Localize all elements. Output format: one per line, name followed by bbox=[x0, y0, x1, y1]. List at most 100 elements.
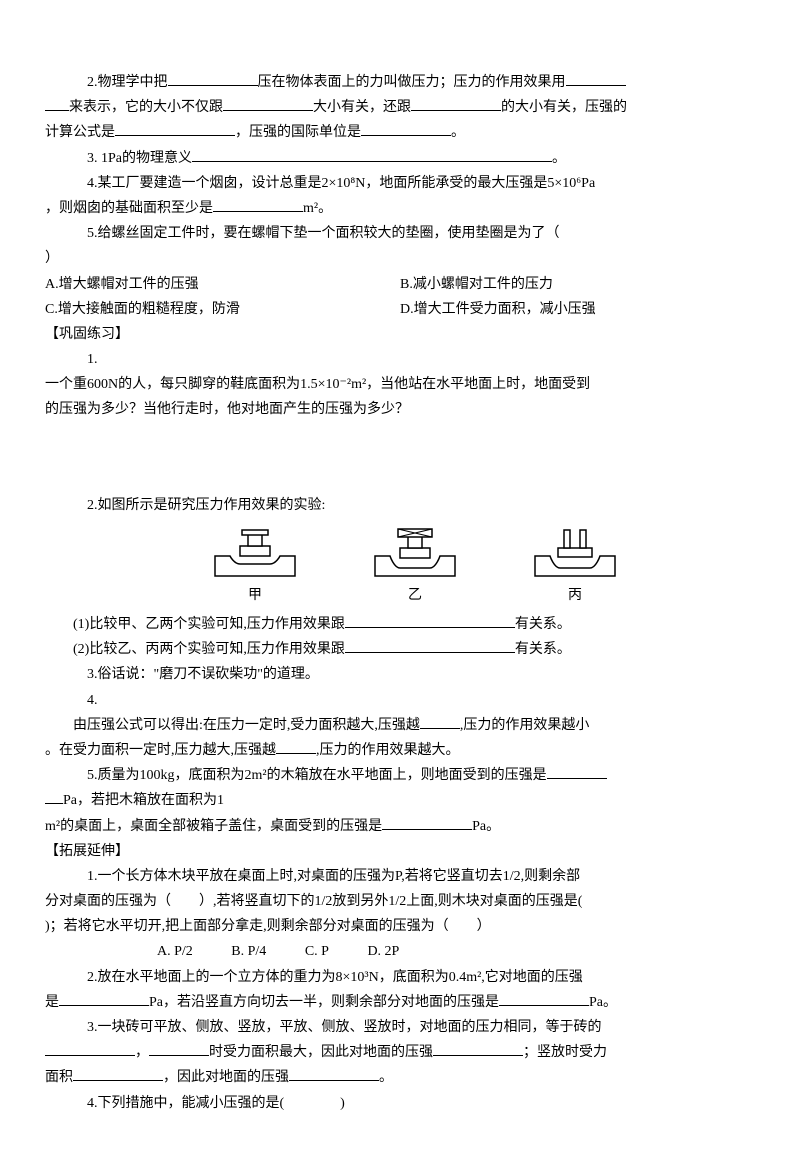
section-consolidate: 【巩固练习】 bbox=[45, 322, 755, 347]
e3-line1: 3.一块砖可平放、侧放、竖放，平放、侧放、竖放时，对地面的压力相同，等于砖的 bbox=[45, 1015, 755, 1040]
c3: 3.俗话说："磨刀不误砍柴功"的道理。 bbox=[45, 662, 755, 687]
blank bbox=[45, 790, 63, 804]
c2-s2-end: 有关系。 bbox=[515, 642, 571, 657]
c2-title: 2.如图所示是研究压力作用效果的实验: bbox=[45, 493, 755, 518]
q2-l1-m1: 压在物体表面上的力叫做压力；压力的作用效果用 bbox=[258, 75, 566, 90]
c4-line2: 。在受力面积一定时,压力越大,压强越 ,压力的作用效果越大。 bbox=[45, 738, 755, 763]
e1-line2: 分对桌面的压强为（ ）,若将竖直切下的1/2放到另外1/2上面,则木块对桌面的压… bbox=[45, 889, 755, 914]
e2-line1: 2.放在水平地面上的一个立方体的重力为8×10³N，底面积为0.4m²,它对地面… bbox=[45, 965, 755, 990]
q4-line1: 4.某工厂要建造一个烟囱，设计总重是2×10⁸N，地面所能承受的最大压强是5×1… bbox=[45, 171, 755, 196]
c1-line1: 一个重600N的人，每只脚穿的鞋底面积为1.5×10⁻²m²，当他站在水平地面上… bbox=[45, 372, 755, 397]
q5-optC: C.增大接触面的粗糙程度，防滑 bbox=[45, 297, 400, 322]
q5-options-row2: C.增大接触面的粗糙程度，防滑 D.增大工件受力面积，减小压强 bbox=[45, 297, 755, 322]
e3-l2-pre: ， bbox=[135, 1045, 149, 1060]
c2-s2-pre: (2)比较乙、丙两个实验可知,压力作用效果跟 bbox=[73, 642, 345, 657]
c1-num: 1. bbox=[45, 347, 755, 372]
q2-l3-mid: ，压强的国际单位是 bbox=[235, 125, 361, 140]
q2-l2-pre: 来表示，它的大小不仅跟 bbox=[69, 100, 223, 115]
c5-line3: m²的桌面上，桌面全部被箱子盖住，桌面受到的压强是 Pa。 bbox=[45, 814, 755, 839]
diagram-b: 乙 bbox=[370, 526, 460, 608]
q5-optA: A.增大螺帽对工件的压强 bbox=[45, 272, 400, 297]
blank bbox=[433, 1042, 523, 1056]
q5-line1: 5.给螺丝固定工件时，要在螺帽下垫一个面积较大的垫圈，使用垫圈是为了（ bbox=[45, 221, 755, 246]
blank bbox=[420, 715, 460, 729]
c5-l3-end: Pa。 bbox=[472, 819, 500, 834]
label-c: 丙 bbox=[530, 583, 620, 608]
blank bbox=[45, 1042, 135, 1056]
blank bbox=[168, 72, 258, 86]
blank bbox=[45, 97, 69, 111]
e1-optA: A. P/2 bbox=[157, 944, 193, 959]
blank bbox=[192, 148, 552, 162]
e4: 4.下列措施中，能减小压强的是( ) bbox=[45, 1091, 755, 1116]
c5-l1-pre: 5.质量为100kg，底面积为2m²的木箱放在水平地面上，则地面受到的压强是 bbox=[87, 768, 547, 783]
section-extend: 【拓展延伸】 bbox=[45, 839, 755, 864]
q3: 3. 1Pa的物理意义。 bbox=[45, 146, 755, 171]
blank bbox=[213, 198, 303, 212]
e2-line2: 是Pa，若沿竖直方向切去一半，则剩余部分对地面的压强是Pa。 bbox=[45, 990, 755, 1015]
blank bbox=[276, 740, 316, 754]
diagram-row: 甲 乙 丙 bbox=[45, 526, 755, 608]
blank bbox=[411, 97, 501, 111]
blank bbox=[361, 122, 451, 136]
c4-num: 4. bbox=[45, 688, 755, 713]
c4-line1: 由压强公式可以得出:在压力一定时,受力面积越大,压强越,压力的作用效果越小 bbox=[45, 713, 755, 738]
blank bbox=[345, 614, 515, 628]
c5-line2: Pa，若把木箱放在面积为1 bbox=[45, 788, 755, 813]
blank bbox=[223, 97, 313, 111]
q4-l2-pre: ，则烟囱的基础面积至少是 bbox=[45, 201, 213, 216]
c4-l1-end: ,压力的作用效果越小 bbox=[460, 718, 590, 733]
e1-line3: )；若将它水平切开,把上面部分拿走,则剩余部分对桌面的压强为（ ） bbox=[45, 914, 755, 939]
e1-options: A. P/2 B. P/4 C. P D. 2P bbox=[45, 939, 755, 964]
q5-optB: B.减小螺帽对工件的压力 bbox=[400, 272, 755, 297]
c2-s1-pre: (1)比较甲、乙两个实验可知,压力作用效果跟 bbox=[73, 617, 345, 632]
e3-l2-end: ；竖放时受力 bbox=[523, 1045, 607, 1060]
label-b: 乙 bbox=[370, 583, 460, 608]
blank bbox=[59, 992, 149, 1006]
q4-l2-end: m²。 bbox=[303, 201, 332, 216]
e1-optB: B. P/4 bbox=[231, 944, 266, 959]
c1-line2: 的压强为多少？当他行走时，他对地面产生的压强为多少？ bbox=[45, 397, 755, 422]
blank bbox=[345, 639, 515, 653]
c4-l2-pre: 。在受力面积一定时,压力越大,压强越 bbox=[45, 743, 276, 758]
q4-line2: ，则烟囱的基础面积至少是 m²。 bbox=[45, 196, 755, 221]
q2-line1: 2.物理学中把 压在物体表面上的力叫做压力；压力的作用效果用 bbox=[45, 70, 755, 95]
e3-l3-pre: 面积 bbox=[45, 1070, 73, 1085]
blank bbox=[499, 992, 589, 1006]
q3-end: 。 bbox=[552, 151, 566, 166]
q2-line2: 来表示，它的大小不仅跟 大小有关，还跟 的大小有关，压强的 bbox=[45, 95, 755, 120]
diagram-a: 甲 bbox=[210, 526, 300, 608]
spacer bbox=[45, 423, 755, 493]
c5-l3-pre: m²的桌面上，桌面全部被箱子盖住，桌面受到的压强是 bbox=[45, 819, 382, 834]
c4-l2-end: ,压力的作用效果越大。 bbox=[316, 743, 460, 758]
c5-line1: 5.质量为100kg，底面积为2m²的木箱放在水平地面上，则地面受到的压强是 bbox=[45, 763, 755, 788]
blank bbox=[566, 72, 626, 86]
e1-optC: C. P bbox=[305, 944, 329, 959]
q5-optD: D.增大工件受力面积，减小压强 bbox=[400, 297, 755, 322]
q2-l3-end: 。 bbox=[451, 125, 465, 140]
q2-l1-pre: 2.物理学中把 bbox=[87, 75, 168, 90]
q2-l2-end: 的大小有关，压强的 bbox=[501, 100, 627, 115]
q5-line2: ） bbox=[45, 246, 755, 271]
e3-l2-mid: 时受力面积最大，因此对地面的压强 bbox=[209, 1045, 433, 1060]
blank bbox=[382, 816, 472, 830]
blank bbox=[289, 1067, 379, 1081]
c2-sub1: (1)比较甲、乙两个实验可知,压力作用效果跟 有关系。 bbox=[45, 612, 755, 637]
blank bbox=[547, 765, 607, 779]
q2-l3-pre: 计算公式是 bbox=[45, 125, 115, 140]
e2-l2-mid: Pa，若沿竖直方向切去一半，则剩余部分对地面的压强是 bbox=[149, 995, 499, 1010]
blank bbox=[115, 122, 235, 136]
e1-optD: D. 2P bbox=[367, 944, 399, 959]
e2-l2-pre: 是 bbox=[45, 995, 59, 1010]
e3-line2: ， 时受力面积最大，因此对地面的压强 ；竖放时受力 bbox=[45, 1040, 755, 1065]
e1-line1: 1.一个长方体木块平放在桌面上时,对桌面的压强为P,若将它竖直切去1/2,则剩余… bbox=[45, 864, 755, 889]
c2-s1-end: 有关系。 bbox=[515, 617, 571, 632]
e3-l3-end: 。 bbox=[379, 1070, 393, 1085]
c5-l2: Pa，若把木箱放在面积为1 bbox=[63, 793, 224, 808]
q5-options-row1: A.增大螺帽对工件的压强 B.减小螺帽对工件的压力 bbox=[45, 272, 755, 297]
e3-l3-mid: ，因此对地面的压强 bbox=[163, 1070, 289, 1085]
diagram-c: 丙 bbox=[530, 526, 620, 608]
blank bbox=[149, 1042, 209, 1056]
blank bbox=[73, 1067, 163, 1081]
q2-l2-mid: 大小有关，还跟 bbox=[313, 100, 411, 115]
